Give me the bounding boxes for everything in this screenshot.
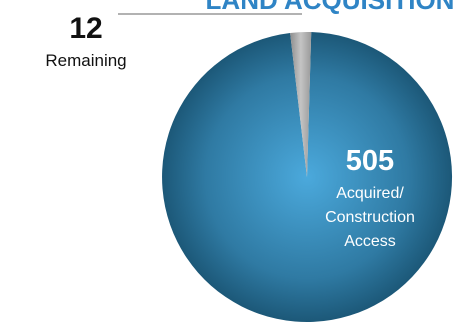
remaining-label: Remaining — [45, 51, 126, 70]
acquired-label-line-1: Acquired/ — [336, 185, 404, 202]
pie-slice-remaining — [290, 31, 312, 177]
chart-title: LAND ACQUISITION — [206, 0, 455, 15]
pie-slices — [162, 31, 453, 322]
remaining-value: 12 — [69, 12, 102, 45]
pie-slice-acquired — [162, 32, 453, 322]
acquired-value: 505 — [346, 145, 394, 177]
acquired-label-line-3: Access — [344, 233, 396, 250]
acquired-label-line-2: Construction — [325, 209, 415, 226]
